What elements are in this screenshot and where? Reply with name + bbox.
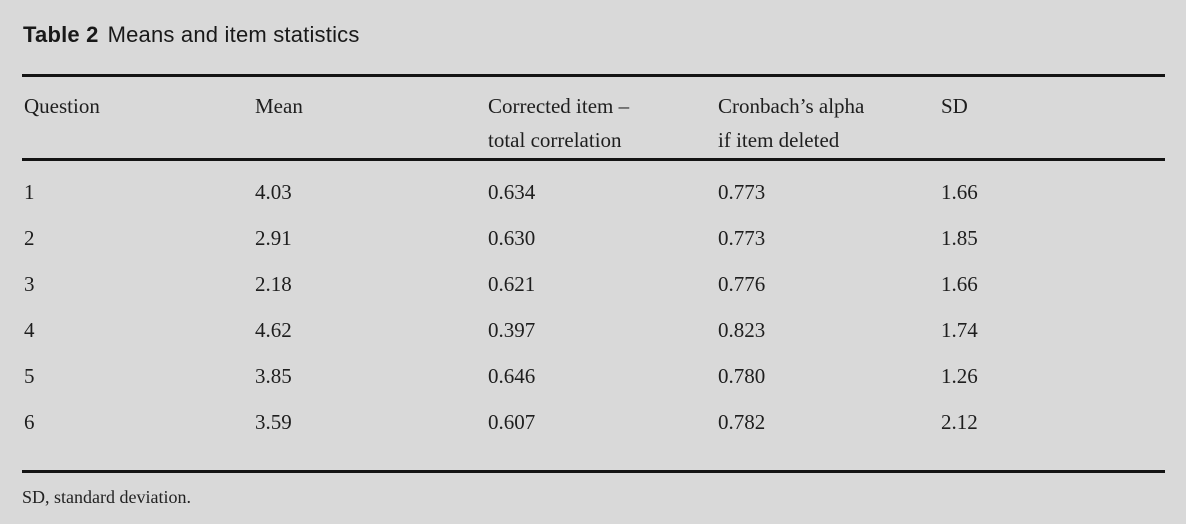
cell-corrected-item-total-correlation: 0.634 [488,179,536,204]
table-caption-label: Table 2 [23,22,99,47]
column-header-line: Cronbach’s alpha [718,94,865,118]
column-header-line: Corrected item – [488,94,630,118]
cell-mean: 4.62 [255,317,292,342]
cell-mean: 3.85 [255,363,292,388]
cell-question: 4 [24,317,35,342]
column-header-line: Mean [255,94,303,118]
column-header-line: if item deleted [718,128,840,152]
cell-sd: 1.26 [941,363,978,388]
cell-question: 1 [24,179,35,204]
table-row: 2 2.91 0.630 0.773 1.85 [22,215,1165,261]
cell-question: 2 [24,225,35,250]
column-header-cronbachs-alpha-if-item-deleted: Cronbach’s alpha if item deleted [718,89,941,158]
cell-sd: 2.12 [941,409,978,434]
cell-question: 5 [24,363,35,388]
cell-cronbachs-alpha-if-item-deleted: 0.823 [718,317,766,342]
cell-sd: 1.66 [941,179,978,204]
table-footnote: SD, standard deviation. [22,487,191,507]
table-caption-text: Means and item statistics [107,22,360,47]
table-row: 4 4.62 0.397 0.823 1.74 [22,307,1165,353]
cell-cronbachs-alpha-if-item-deleted: 0.773 [718,179,766,204]
table-header-row: Question Mean Corrected item – total cor… [22,77,1165,158]
cell-corrected-item-total-correlation: 0.621 [488,271,536,296]
cell-cronbachs-alpha-if-item-deleted: 0.780 [718,363,766,388]
table-top-rule [22,74,1165,77]
cell-sd: 1.85 [941,225,978,250]
column-header-line: total correlation [488,128,622,152]
table-bottom-rule [22,470,1165,473]
cell-mean: 3.59 [255,409,292,434]
cell-sd: 1.66 [941,271,978,296]
cell-mean: 4.03 [255,179,292,204]
cell-mean: 2.91 [255,225,292,250]
column-header-line: Question [24,94,100,118]
column-header-mean: Mean [255,89,488,158]
cell-question: 6 [24,409,35,434]
column-header-sd: SD [941,89,1165,158]
cell-corrected-item-total-correlation: 0.646 [488,363,536,388]
cell-sd: 1.74 [941,317,978,342]
table-body: 1 4.03 0.634 0.773 1.66 2 2.91 0.630 0.7… [22,161,1165,470]
cell-corrected-item-total-correlation: 0.607 [488,409,536,434]
table-row: 5 3.85 0.646 0.780 1.26 [22,353,1165,399]
column-header-question: Question [22,89,255,158]
column-header-corrected-item-total-correlation: Corrected item – total correlation [488,89,718,158]
column-header-line: SD [941,94,968,118]
cell-corrected-item-total-correlation: 0.630 [488,225,536,250]
cell-mean: 2.18 [255,271,292,296]
table-caption: Table 2 Means and item statistics [22,0,1165,74]
table-row: 6 3.59 0.607 0.782 2.12 [22,399,1165,445]
cell-cronbachs-alpha-if-item-deleted: 0.773 [718,225,766,250]
cell-question: 3 [24,271,35,296]
cell-cronbachs-alpha-if-item-deleted: 0.776 [718,271,766,296]
table-row: 1 4.03 0.634 0.773 1.66 [22,169,1165,215]
cell-cronbachs-alpha-if-item-deleted: 0.782 [718,409,766,434]
cell-corrected-item-total-correlation: 0.397 [488,317,536,342]
table-header-rule [22,158,1165,161]
table-row: 3 2.18 0.621 0.776 1.66 [22,261,1165,307]
